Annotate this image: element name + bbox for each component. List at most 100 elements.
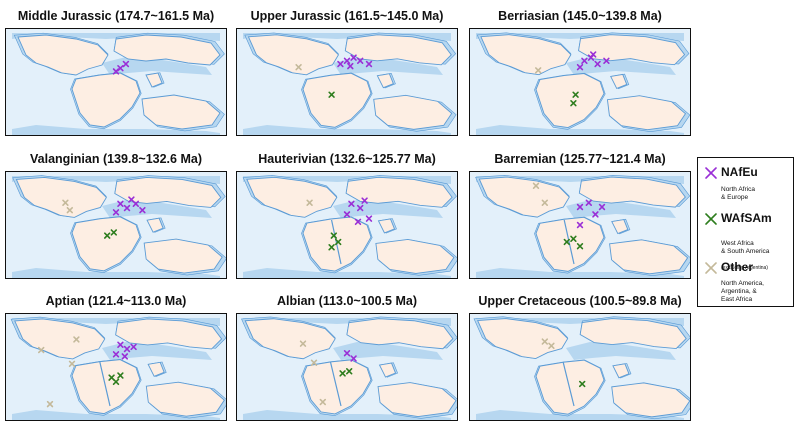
ocean-shelf	[243, 268, 451, 278]
occurrence-marker-other	[46, 400, 54, 408]
occurrence-marker-nafeu	[112, 351, 120, 358]
occurrence-marker-nafeu	[357, 57, 364, 65]
landmass-laurasiaW	[247, 34, 340, 76]
occurrence-marker-nafeu	[350, 54, 357, 61]
landmass-india	[376, 73, 394, 89]
legend-marker-nafeu	[705, 167, 717, 179]
landmass-africaSA	[535, 73, 605, 129]
occurrence-marker-wafsam	[339, 370, 346, 377]
rift-line	[562, 361, 575, 407]
ocean-shelf	[12, 125, 220, 135]
occurrence-marker-wafsam	[579, 380, 586, 388]
landmass-laurasiaW	[477, 318, 569, 360]
landmass-laurasiaE	[579, 318, 687, 350]
occurrence-marker-nafeu	[128, 196, 135, 203]
occurrence-marker-wafsam	[117, 372, 124, 379]
landmass-africaSA	[71, 216, 141, 272]
occurrence-marker-nafeu	[343, 350, 351, 357]
occurrence-marker-wafsam	[112, 378, 120, 386]
landmass-africaSA	[302, 72, 372, 128]
landmass-laurasiaW	[480, 34, 572, 76]
occurrence-marker-other	[295, 63, 302, 71]
ocean-shelf	[243, 125, 451, 135]
legend-desc: North America, Argentina, & East Africa	[721, 280, 764, 303]
occurrence-marker-nafeu	[361, 197, 368, 204]
panel-title: Upper Cretaceous (100.5~89.8 Ma)	[478, 294, 682, 308]
rift-line	[563, 219, 575, 265]
occurrence-marker-nafeu	[117, 65, 124, 72]
occurrence-marker-nafeu	[576, 63, 584, 71]
landmass-laurasiaW	[14, 318, 106, 360]
rift-line	[329, 361, 342, 407]
occurrence-marker-wafsam	[335, 238, 342, 246]
landmass-gondE	[606, 95, 687, 131]
occurrence-marker-nafeu	[590, 51, 597, 58]
rift-line	[99, 361, 111, 407]
occurrence-marker-nafeu	[122, 60, 130, 68]
landmass-laurasiaW	[15, 177, 107, 218]
landmass-laurasiaE	[344, 34, 452, 66]
occurrence-marker-nafeu	[354, 218, 362, 226]
occurrence-marker-nafeu	[576, 221, 584, 229]
occurrence-marker-wafsam	[563, 238, 570, 246]
paleo-map	[236, 313, 458, 421]
occurrence-marker-other	[310, 359, 318, 366]
ocean-shelf	[12, 268, 220, 278]
occurrence-marker-nafeu	[592, 211, 599, 218]
occurrence-marker-nafeu	[117, 341, 124, 348]
landmass-laurasiaW	[246, 176, 338, 218]
paleo-map	[469, 313, 691, 421]
landmass-gondE	[611, 382, 690, 418]
landmass-africaSA	[535, 359, 605, 415]
occurrence-marker-wafsam	[346, 368, 353, 375]
panel-title: Upper Jurassic (161.5~145.0 Ma)	[250, 9, 444, 23]
landmass-laurasiaE	[346, 318, 454, 350]
occurrence-marker-nafeu	[347, 62, 354, 70]
landmass-laurasiaE	[114, 177, 222, 208]
panel-title: Aptian (121.4~113.0 Ma)	[45, 294, 187, 308]
occurrence-marker-nafeu	[357, 204, 364, 212]
occurrence-marker-nafeu	[121, 353, 128, 360]
paleo-map	[5, 171, 227, 279]
occurrence-marker-other	[73, 336, 80, 343]
legend-marker-wafsam	[705, 213, 717, 225]
landmass-india	[612, 363, 630, 379]
landmass-africaSA	[71, 72, 141, 128]
landmass-india	[145, 72, 163, 88]
occurrence-marker-other	[548, 342, 555, 350]
occurrence-marker-other	[66, 206, 73, 214]
landmass-laurasiaE	[345, 176, 453, 208]
occurrence-marker-nafeu	[585, 199, 592, 206]
legend: NAfEu North Africa & Europe WAfSAm West …	[697, 157, 794, 307]
ocean-shelf	[476, 410, 684, 420]
occurrence-marker-other	[68, 360, 76, 368]
paleo-map	[236, 28, 458, 136]
landmass-laurasiaW	[244, 318, 336, 360]
ocean-shelf	[333, 200, 443, 218]
landmass-gondE	[373, 94, 453, 130]
occurrence-marker-nafeu	[112, 68, 120, 75]
legend-note: (excluding Argentina)	[721, 265, 768, 271]
landmass-laurasiaW	[478, 176, 570, 218]
occurrence-marker-nafeu	[112, 209, 120, 216]
landmass-gondE	[145, 381, 225, 417]
ocean-shelf	[476, 268, 684, 278]
landmass-india	[147, 361, 165, 377]
occurrence-marker-other	[535, 67, 542, 74]
panel-title: Albian (113.0~100.5 Ma)	[276, 294, 417, 308]
occurrence-marker-other	[306, 199, 313, 206]
landmass-india	[611, 219, 629, 235]
landmass-laurasiaW	[17, 34, 109, 76]
landmass-laurasiaE	[113, 34, 221, 66]
landmass-india	[378, 362, 397, 378]
cross-marker-icon	[705, 167, 717, 179]
cross-marker-icon	[705, 262, 717, 274]
landmass-india	[377, 218, 396, 234]
occurrence-marker-wafsam	[110, 229, 117, 236]
legend-desc: North Africa & Europe	[721, 186, 755, 201]
occurrence-marker-nafeu	[343, 57, 351, 65]
occurrence-marker-other	[62, 199, 69, 206]
legend-desc: West Africa & South America (excluding A…	[721, 232, 793, 272]
occurrence-marker-nafeu	[123, 345, 131, 353]
occurrence-marker-wafsam	[328, 244, 335, 251]
